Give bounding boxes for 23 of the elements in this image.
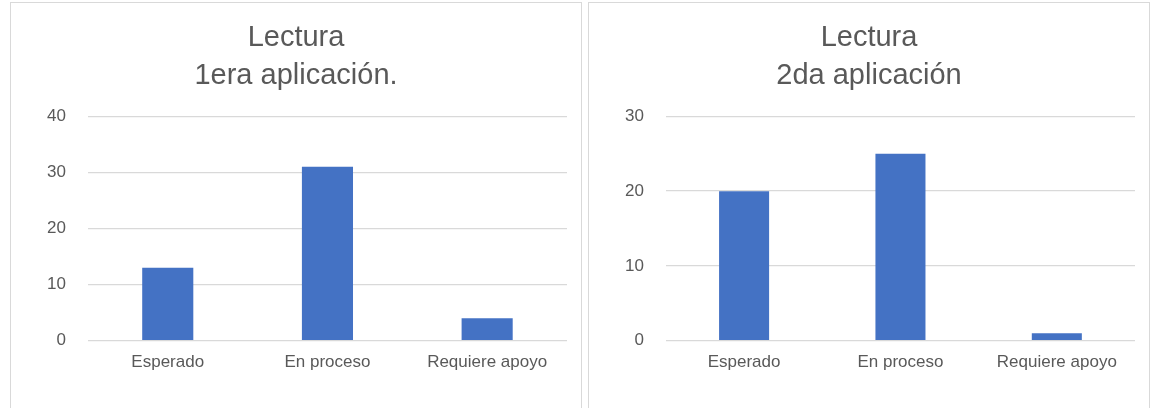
x-tick-label: Esperado: [131, 352, 205, 372]
y-tick-label: 0: [56, 330, 66, 350]
y-tick-label: 10: [624, 255, 644, 275]
bar: [142, 267, 194, 340]
y-tick-label: 20: [624, 180, 644, 200]
x-tick-label: Esperado: [707, 352, 781, 372]
x-tick-label: En proceso: [284, 352, 371, 372]
bar: [461, 318, 513, 340]
chart-title: Lectura 2da aplicación: [776, 19, 962, 90]
y-tick-label: 30: [46, 162, 66, 182]
y-tick-label: 0: [634, 330, 644, 350]
y-tick-label: 10: [46, 274, 66, 294]
x-tick-label: Requiere apoyo: [427, 352, 548, 372]
y-tick-label: 40: [46, 106, 66, 126]
y-tick-label: 30: [624, 106, 644, 126]
x-tick-label: En proceso: [857, 352, 944, 372]
bar: [719, 191, 770, 340]
y-tick-label: 20: [46, 218, 66, 238]
bar: [875, 153, 926, 340]
bar: [1031, 333, 1082, 340]
x-tick-label: Requiere apoyo: [996, 352, 1117, 372]
chart-title: Lectura 1era aplicación.: [194, 19, 398, 90]
bar: [301, 166, 354, 340]
